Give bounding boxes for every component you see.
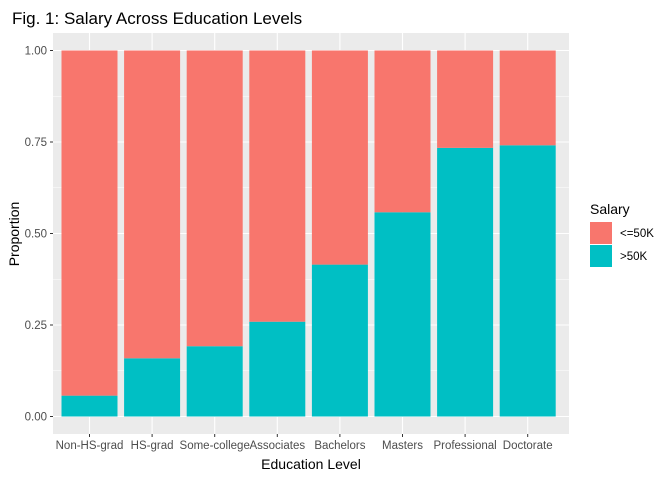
x-tick-label: Masters — [382, 440, 423, 452]
bar-le50k-2 — [186, 50, 243, 347]
bar-le50k-0 — [61, 50, 118, 396]
y-tick-label: 0.75 — [25, 137, 47, 149]
x-tick-label: Non-HS-grad — [56, 440, 124, 452]
x-axis: Non-HS-grad HS-grad Some-college Associates… — [56, 434, 553, 452]
bar-gt50k-6 — [437, 147, 494, 417]
legend-key-gt50k — [590, 245, 612, 267]
x-tick-label: Some-college — [180, 440, 250, 452]
legend-label: <=50K — [620, 228, 654, 240]
y-axis-title: Proportion — [6, 202, 22, 267]
x-tick-label: Associates — [249, 440, 305, 452]
x-tick-label: HS-grad — [131, 440, 174, 452]
bar-le50k-4 — [311, 50, 368, 265]
chart-title: Fig. 1: Salary Across Education Levels — [12, 9, 302, 28]
legend-title: Salary — [590, 201, 630, 217]
bar-le50k-6 — [437, 50, 494, 148]
x-tick-label: Bachelors — [314, 440, 365, 452]
bar-le50k-1 — [124, 50, 181, 359]
y-tick-label: 0.50 — [25, 229, 47, 241]
plot-panel — [53, 33, 569, 434]
bar-gt50k-5 — [374, 212, 431, 417]
x-tick-label: Professional — [433, 440, 496, 452]
bar-le50k-7 — [499, 50, 556, 146]
legend-key-le50k — [590, 222, 612, 244]
y-tick-label: 0.00 — [25, 412, 47, 424]
bar-gt50k-2 — [186, 346, 243, 417]
legend: Salary <=50K >50K — [590, 201, 654, 267]
bar-gt50k-1 — [124, 358, 181, 417]
bar-le50k-3 — [249, 50, 306, 322]
bar-gt50k-4 — [311, 264, 368, 417]
x-axis-title: Education Level — [261, 456, 361, 472]
y-tick-label: 0.25 — [25, 320, 47, 332]
legend-label: >50K — [620, 251, 648, 263]
bar-gt50k-7 — [499, 145, 556, 417]
bar-gt50k-3 — [249, 321, 306, 417]
bar-le50k-5 — [374, 50, 431, 213]
y-tick-label: 1.00 — [25, 46, 47, 58]
bar-gt50k-0 — [61, 395, 118, 417]
x-tick-label: Doctorate — [503, 440, 553, 452]
y-axis: 0.00 0.25 0.50 0.75 1.00 — [25, 46, 53, 424]
